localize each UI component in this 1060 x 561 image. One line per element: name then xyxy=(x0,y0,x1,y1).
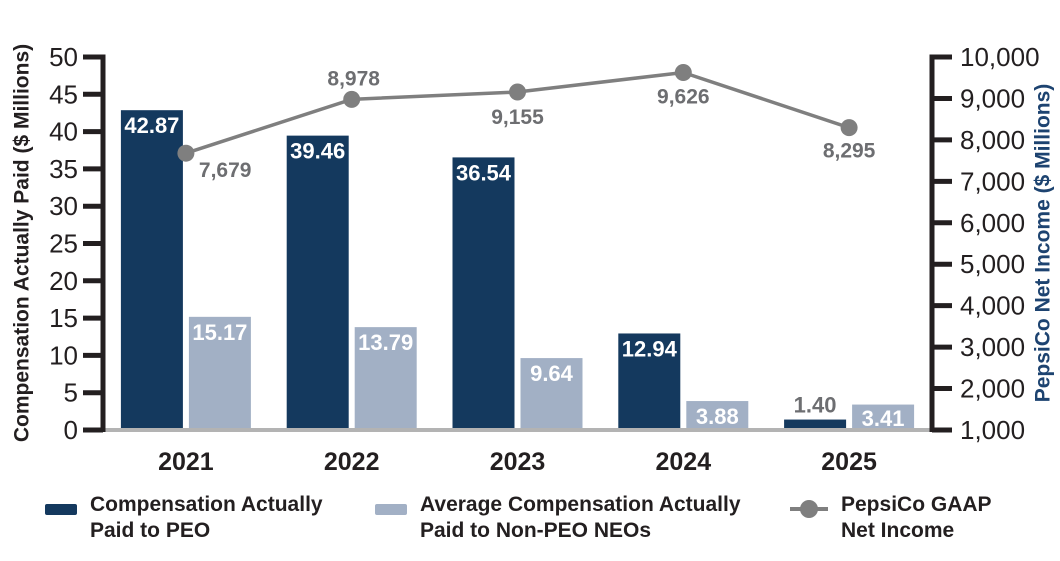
legend-label-neo: Average Compensation Actually Paid to No… xyxy=(420,493,741,542)
net-income-point-label: 9,155 xyxy=(491,106,544,129)
right-axis-tick-label: 10,000 xyxy=(960,42,1040,72)
x-axis-year-label: 2024 xyxy=(655,448,711,476)
bar-neo xyxy=(852,404,915,430)
legend-label-net-income: PepsiCo GAAP Net Income xyxy=(841,493,992,542)
combo-chart: Compensation Actually Paid ($ Millions) … xyxy=(11,42,1055,476)
right-axis-tick-label: 9,000 xyxy=(960,83,1025,113)
net-income-point-label: 8,295 xyxy=(823,140,876,163)
left-axis-tick-label: 30 xyxy=(49,191,78,221)
bar-value-label: 3.88 xyxy=(696,404,739,429)
left-axis-tick-label: 5 xyxy=(64,378,78,408)
left-axis-tick-label: 45 xyxy=(49,79,78,109)
left-axis-tick-label: 15 xyxy=(49,303,78,333)
right-axis-tick-label: 6,000 xyxy=(960,208,1025,238)
left-axis-title: Compensation Actually Paid ($ Millions) xyxy=(11,44,34,442)
bar-peo xyxy=(120,110,183,431)
net-income-point-label: 7,679 xyxy=(199,159,252,182)
bar-value-label: 39.46 xyxy=(290,139,345,164)
chart-legend: Compensation Actually Paid to PEO Averag… xyxy=(0,492,1060,561)
legend-swatch-peo-bar xyxy=(45,504,77,515)
bar-neo xyxy=(520,358,583,430)
right-axis-tick-label: 1,000 xyxy=(960,415,1025,445)
bar-value-label: 12.94 xyxy=(622,336,678,361)
bar-value-label: 36.54 xyxy=(456,160,512,185)
bar-value-label: 3.41 xyxy=(862,406,905,431)
right-axis-tick-label: 4,000 xyxy=(960,291,1025,321)
legend-label-peo: Compensation Actually Paid to PEO xyxy=(90,493,323,542)
legend-line-dot-marker xyxy=(790,499,828,519)
net-income-point xyxy=(674,64,692,82)
bar-neo xyxy=(188,316,251,430)
x-axis-year-label: 2023 xyxy=(490,448,546,476)
bar-value-label: 42.87 xyxy=(124,113,179,138)
left-axis-tick-label: 10 xyxy=(49,340,78,370)
bar-peo xyxy=(618,333,681,430)
left-axis-tick-label: 50 xyxy=(49,42,78,72)
right-axis-title: PepsiCo Net Income ($ Millions) xyxy=(1032,84,1055,403)
right-axis-tick-label: 7,000 xyxy=(960,166,1025,196)
bar-peo xyxy=(286,135,349,430)
bar-value-label: 15.17 xyxy=(192,320,247,345)
net-income-point xyxy=(177,144,195,162)
net-income-point xyxy=(840,119,858,137)
bar-neo xyxy=(686,401,749,430)
x-axis-year-label: 2025 xyxy=(821,448,877,476)
bar-value-label: 9.64 xyxy=(530,361,574,386)
legend-item-peo: Compensation Actually Paid to PEO xyxy=(45,492,323,544)
legend-item-neo: Average Compensation Actually Paid to No… xyxy=(375,492,741,544)
net-income-point-label: 8,978 xyxy=(327,67,380,90)
right-axis-tick-label: 5,000 xyxy=(960,249,1025,279)
bar-peo xyxy=(784,419,847,430)
net-income-point-label: 9,626 xyxy=(657,86,710,109)
left-axis-tick-label: 40 xyxy=(49,117,78,147)
right-axis-tick-label: 2,000 xyxy=(960,374,1025,404)
net-income-point xyxy=(343,90,361,108)
right-axis-tick-label: 8,000 xyxy=(960,125,1025,155)
left-axis-tick-label: 20 xyxy=(49,266,78,296)
net-income-point xyxy=(509,83,526,101)
x-axis-year-label: 2021 xyxy=(158,448,214,476)
bar-peo xyxy=(452,157,515,430)
x-axis-year-label: 2022 xyxy=(324,448,380,476)
legend-item-net-income: PepsiCo GAAP Net Income xyxy=(790,492,992,544)
bar-value-label: 13.79 xyxy=(358,330,413,355)
left-axis-tick-label: 0 xyxy=(64,415,78,445)
bar-neo xyxy=(354,327,417,430)
left-axis-tick-label: 25 xyxy=(49,229,78,259)
left-axis-tick-label: 35 xyxy=(49,154,78,184)
legend-swatch-neo-bar xyxy=(375,504,407,515)
legend-marker-dot xyxy=(800,500,818,518)
bar-value-label: 1.40 xyxy=(794,393,837,418)
right-axis-tick-label: 3,000 xyxy=(960,332,1025,362)
